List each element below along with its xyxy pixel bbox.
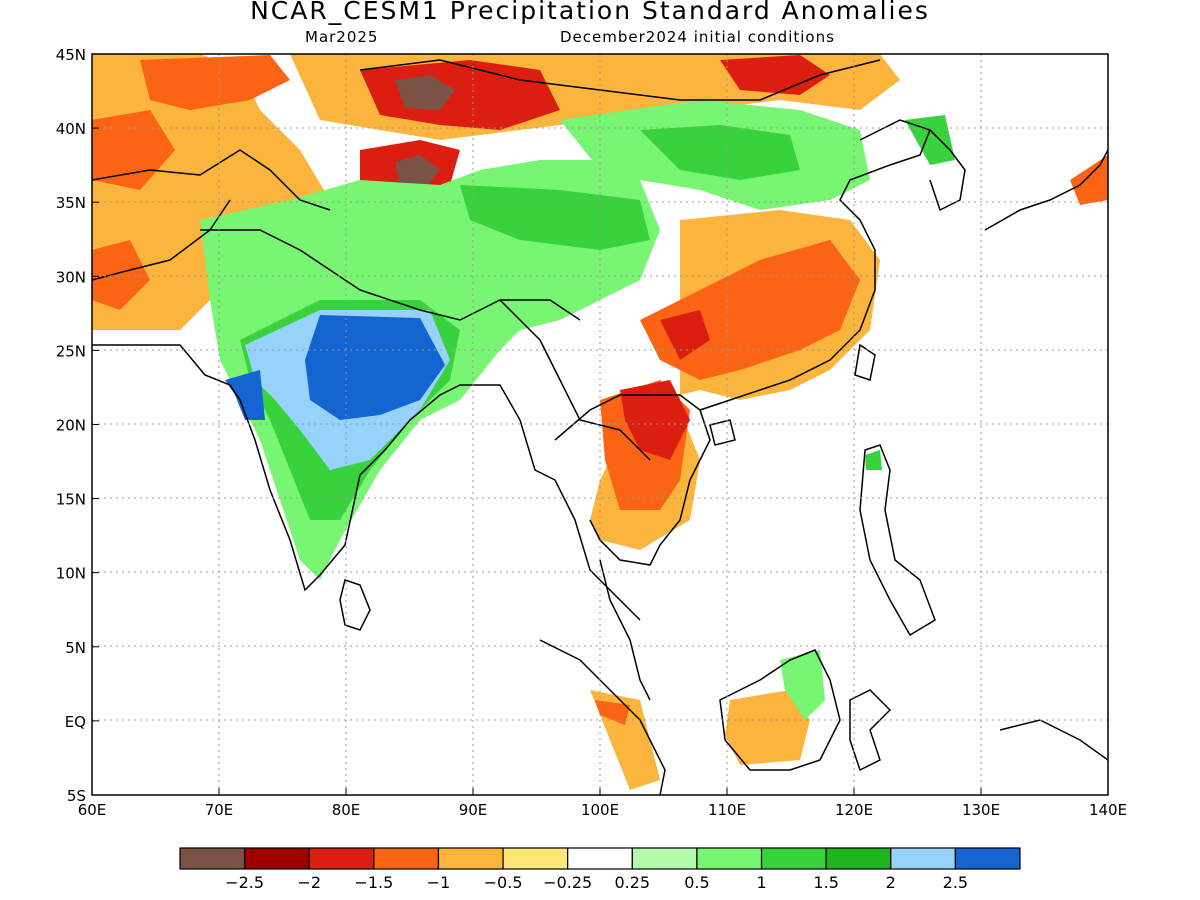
border-southeast-asia <box>499 299 651 461</box>
anomaly-region-borneo-orange <box>725 690 810 765</box>
lat-label: EQ <box>65 713 86 731</box>
lat-label: 40N <box>56 120 86 138</box>
anomaly-region-northchina-green-dark <box>640 125 800 180</box>
lat-label: 15N <box>56 491 86 509</box>
lat-label: 35N <box>56 194 86 212</box>
colorbar-label: −2 <box>297 873 321 892</box>
border-west <box>92 199 231 281</box>
anomaly-region-indochina-red <box>620 380 690 460</box>
colorbar-swatch <box>308 847 375 870</box>
coastline-taiwan <box>854 343 876 381</box>
border-himalaya <box>200 229 581 321</box>
anomaly-region-sumatra-darkorange <box>595 700 630 725</box>
colorbar-swatch <box>890 847 956 870</box>
coastline-new-guinea <box>999 719 1108 761</box>
colorbar-swatch <box>502 847 569 870</box>
colorbar-label: −2.5 <box>225 873 264 892</box>
anomaly-region-afghan-darkorange <box>92 240 150 310</box>
anomaly-region-north-orange <box>140 55 290 110</box>
coastline-hainan <box>709 419 736 446</box>
colorbar-swatch <box>631 847 698 870</box>
anomaly-region-india-blue <box>305 315 445 420</box>
anomaly-region-borneo-green <box>780 650 825 720</box>
coastline-sulawesi <box>849 689 892 772</box>
colorbar-swatch <box>760 847 827 870</box>
colorbar-label: 0.5 <box>684 873 709 892</box>
colorbar-label: −0.25 <box>543 873 592 892</box>
colorbar-swatch <box>244 847 310 870</box>
lat-label: 10N <box>56 565 86 583</box>
colorbar-label: −0.5 <box>484 873 523 892</box>
lon-label: 90E <box>459 801 488 819</box>
colorbar-label: 0.25 <box>614 873 650 892</box>
lat-label: 45N <box>56 46 86 64</box>
lon-label: 110E <box>708 801 746 819</box>
colorbar-swatch <box>179 847 246 870</box>
anomaly-region-tibet-green-dark <box>460 185 650 250</box>
lat-label: 30N <box>56 268 86 286</box>
colorbar-swatch <box>437 847 504 870</box>
lon-label: 140E <box>1089 801 1127 819</box>
lon-label: 120E <box>835 801 873 819</box>
longitude-axis: 60E 70E 80E 90E 100E 110E 120E 130E 140E <box>78 788 1127 819</box>
colorbar-swatch <box>954 847 1021 870</box>
coastline-sri-lanka <box>339 579 371 631</box>
anomaly-region-philippines-green <box>865 450 882 470</box>
coastline-japan <box>984 149 1108 231</box>
graticule <box>92 54 1108 795</box>
anomaly-region-extreme-brown-2 <box>395 155 440 188</box>
coastline-philippines <box>859 444 936 637</box>
anomaly-region-india-blue-west <box>225 370 265 420</box>
colorbar-swatch <box>567 847 633 870</box>
lat-label: 20N <box>56 417 86 435</box>
coastline-sumatra <box>539 639 666 795</box>
colorbar-label: 2.5 <box>943 873 968 892</box>
lon-label: 80E <box>332 801 361 819</box>
colorbar-label: 1 <box>756 873 766 892</box>
colorbar-label: 1.5 <box>813 873 838 892</box>
anomaly-region-extreme-brown-1 <box>395 75 455 110</box>
coastline-layer <box>92 59 1108 795</box>
anomaly-region-korea-green <box>905 115 955 165</box>
lat-label: 5S <box>67 787 86 805</box>
map-title: NCAR_CESM1 Precipitation Standard Anomal… <box>250 0 930 25</box>
colorbar-swatch <box>825 847 892 870</box>
coastline-malay <box>599 559 651 701</box>
coastline-borneo <box>719 649 841 771</box>
coastline-indochina <box>554 394 711 566</box>
colorbar-label: −1 <box>427 873 451 892</box>
lat-label: 25N <box>56 342 86 360</box>
coastline-india <box>92 344 641 621</box>
lon-label: 70E <box>205 801 234 819</box>
colorbar-swatch <box>373 847 440 870</box>
anomaly-field-layer <box>92 54 1108 790</box>
lon-label: 100E <box>581 801 619 819</box>
lat-label: 5N <box>65 639 86 657</box>
valid-month-label: Mar2025 <box>305 28 379 46</box>
colorbar: −2.5 −2 −1.5 −1 −0.5 −0.25 0.25 0.5 1 1.5 2 2.5 <box>179 847 1021 892</box>
lon-label: 130E <box>962 801 1000 819</box>
anomaly-region-south-china-red <box>660 310 710 360</box>
anomaly-region-xinjiang-red-3 <box>720 55 830 95</box>
coastline-korea <box>929 129 966 212</box>
colorbar-label: −1.5 <box>354 873 393 892</box>
coastline-china <box>699 119 931 411</box>
init-conditions-label: December2024 initial conditions <box>560 28 835 46</box>
colorbar-swatch <box>696 847 763 870</box>
border-mongolia <box>359 59 881 101</box>
anomaly-region-japan-darkorange <box>1070 155 1108 205</box>
lon-label: 60E <box>78 801 107 819</box>
border-central-asia <box>92 149 331 211</box>
colorbar-label: 2 <box>886 873 896 892</box>
latitude-axis: 45N 40N 35N 30N 25N 20N 15N 10N 5N EQ 5S <box>56 46 99 805</box>
